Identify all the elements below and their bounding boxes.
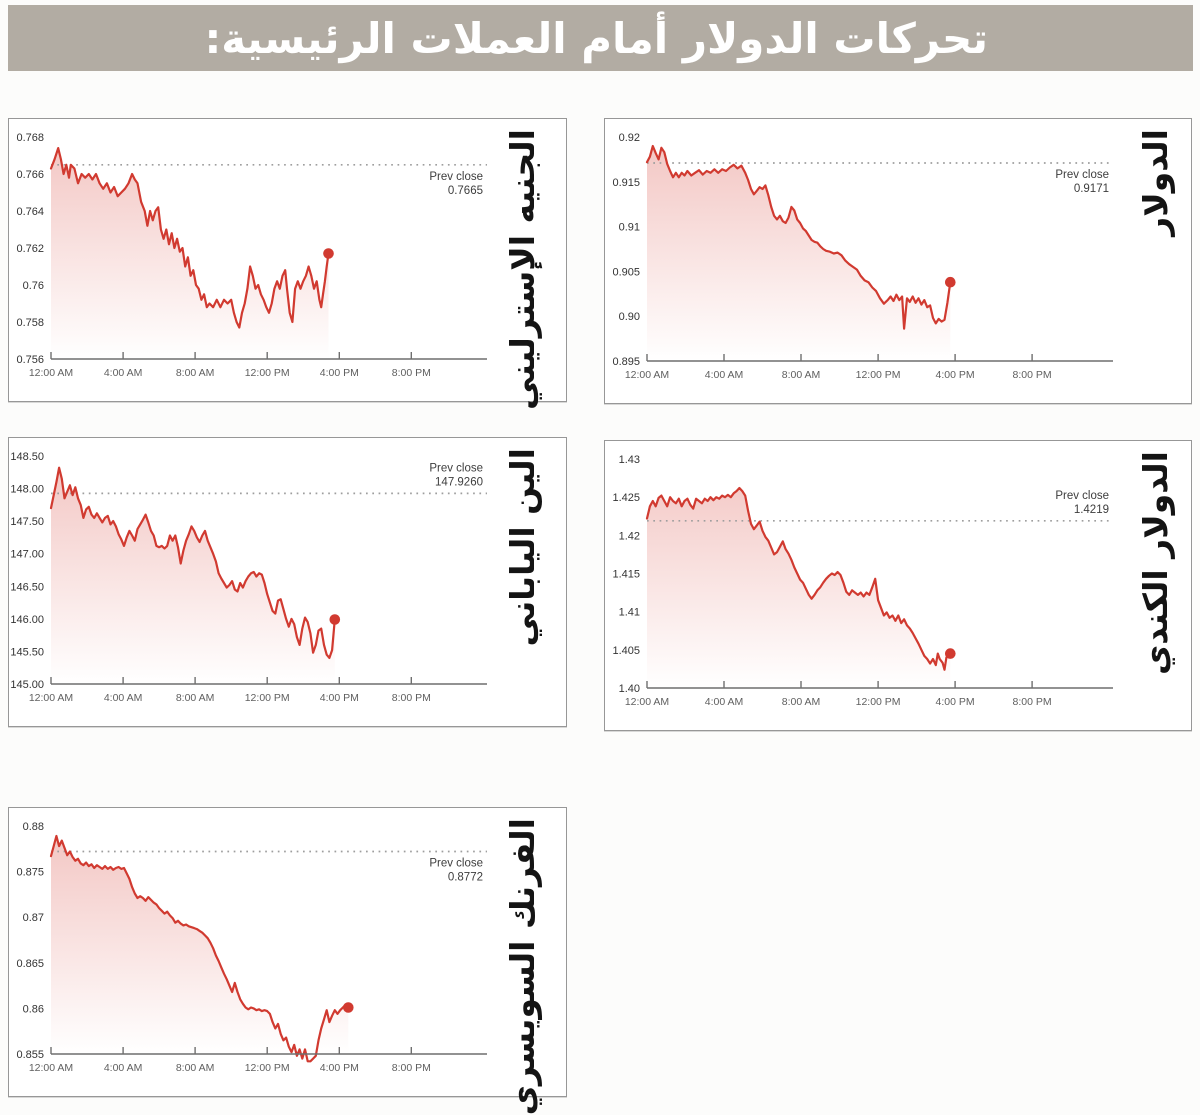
svg-text:0.91: 0.91 [619,222,640,234]
svg-text:8:00 PM: 8:00 PM [392,692,431,704]
chart-panel-gbp: 0.768 0.766 0.764 0.762 0.76 0.758 0.756 12:00 … [8,118,567,410]
title-bar: تحركات الدولار أمام العملات الرئيسية: [8,5,1193,71]
svg-text:1.425: 1.425 [612,492,640,504]
svg-text:12:00 PM: 12:00 PM [245,1062,290,1074]
svg-text:145.50: 145.50 [10,646,44,658]
svg-text:1.4219: 1.4219 [1074,504,1109,516]
svg-text:12:00 AM: 12:00 AM [625,369,669,381]
svg-text:0.768: 0.768 [16,132,44,144]
svg-text:147.00: 147.00 [10,549,44,561]
chart-panel-chf: 0.88 0.875 0.87 0.865 0.86 0.855 12:00 AM 4:00 … [8,807,567,1115]
svg-text:145.00: 145.00 [10,679,44,691]
chart-panel-dollar: 0.92 0.915 0.91 0.905 0.90 0.895 12:00 AM 4:00 … [604,118,1192,404]
svg-text:1.43: 1.43 [619,454,640,466]
svg-text:146.00: 146.00 [10,614,44,626]
svg-text:4:00 PM: 4:00 PM [320,1062,359,1074]
svg-text:0.8772: 0.8772 [448,872,483,884]
svg-text:8:00 PM: 8:00 PM [1013,696,1052,708]
svg-text:8:00 AM: 8:00 AM [782,696,821,708]
svg-text:4:00 AM: 4:00 AM [104,367,143,379]
svg-text:Prev close: Prev close [429,171,483,183]
svg-text:0.756: 0.756 [16,354,44,366]
svg-text:4:00 PM: 4:00 PM [936,696,975,708]
svg-text:8:00 AM: 8:00 AM [176,367,215,379]
svg-text:0.7665: 0.7665 [448,185,483,197]
svg-text:1.415: 1.415 [612,569,640,581]
svg-text:0.865: 0.865 [16,958,44,970]
gbp-currency-label: الجنيه الإسترليني [503,129,542,410]
svg-text:12:00 PM: 12:00 PM [245,367,290,379]
svg-text:0.90: 0.90 [619,311,640,323]
svg-text:1.42: 1.42 [619,530,640,542]
svg-text:148.00: 148.00 [10,484,44,496]
svg-text:Prev close: Prev close [429,462,483,474]
svg-text:0.875: 0.875 [16,867,44,879]
svg-text:0.895: 0.895 [612,356,640,368]
svg-text:4:00 PM: 4:00 PM [320,367,359,379]
chf-currency-label: الفرنك السويسري [503,818,542,1115]
svg-text:8:00 PM: 8:00 PM [392,1062,431,1074]
svg-text:0.766: 0.766 [16,169,44,181]
svg-text:0.855: 0.855 [16,1049,44,1061]
page-title: تحركات الدولار أمام العملات الرئيسية: [204,14,988,63]
svg-text:0.87: 0.87 [23,912,44,924]
svg-text:147.9260: 147.9260 [435,476,483,488]
svg-text:8:00 AM: 8:00 AM [176,692,215,704]
svg-text:8:00 PM: 8:00 PM [392,367,431,379]
chart-panel-cad: 1.43 1.425 1.42 1.415 1.41 1.405 1.40 12:00 AM 4… [604,440,1192,731]
svg-text:0.92: 0.92 [619,132,640,144]
jpy-line-chart: 148.50 148.00 147.50 147.00 146.50 146.00 145.… [10,451,487,704]
svg-text:4:00 PM: 4:00 PM [320,692,359,704]
svg-text:12:00 PM: 12:00 PM [245,692,290,704]
dollar-currency-label: الدولار [1136,129,1175,236]
cad-currency-label: الدولار الكندي [1136,451,1175,676]
svg-text:12:00 PM: 12:00 PM [856,696,901,708]
svg-text:12:00 AM: 12:00 AM [29,367,73,379]
svg-text:0.764: 0.764 [16,206,44,218]
svg-text:12:00 AM: 12:00 AM [29,1062,73,1074]
svg-text:0.88: 0.88 [23,821,44,833]
svg-text:0.758: 0.758 [16,317,44,329]
jpy-currency-label: الين الياباني [503,448,542,647]
gbp-line-chart: 0.7680.7660.7640.7620.760.7580.75612:00 … [16,132,487,379]
svg-text:8:00 PM: 8:00 PM [1013,369,1052,381]
svg-text:12:00 AM: 12:00 AM [29,692,73,704]
svg-text:1.41: 1.41 [619,607,640,619]
svg-text:4:00 AM: 4:00 AM [104,692,143,704]
svg-text:1.40: 1.40 [619,683,640,695]
svg-text:1.405: 1.405 [612,645,640,657]
svg-text:148.50: 148.50 [10,451,44,463]
svg-text:0.9171: 0.9171 [1074,183,1109,195]
svg-text:4:00 AM: 4:00 AM [104,1062,143,1074]
svg-text:4:00 AM: 4:00 AM [705,696,744,708]
svg-text:12:00 PM: 12:00 PM [856,369,901,381]
svg-text:8:00 AM: 8:00 AM [176,1062,215,1074]
svg-text:Prev close: Prev close [429,858,483,870]
svg-text:8:00 AM: 8:00 AM [782,369,821,381]
svg-text:Prev close: Prev close [1055,169,1109,181]
svg-text:12:00 AM: 12:00 AM [625,696,669,708]
svg-text:4:00 PM: 4:00 PM [936,369,975,381]
svg-text:0.915: 0.915 [612,177,640,189]
chart-panel-jpy: 148.50 148.00 147.50 147.00 146.50 146.00 145.… [8,437,567,727]
svg-text:Prev close: Prev close [1055,490,1109,502]
svg-text:0.76: 0.76 [23,280,44,292]
svg-text:0.86: 0.86 [23,1003,44,1015]
svg-text:0.905: 0.905 [612,266,640,278]
svg-text:4:00 AM: 4:00 AM [705,369,744,381]
svg-text:146.50: 146.50 [10,581,44,593]
svg-text:0.762: 0.762 [16,243,44,255]
svg-text:147.50: 147.50 [10,516,44,528]
